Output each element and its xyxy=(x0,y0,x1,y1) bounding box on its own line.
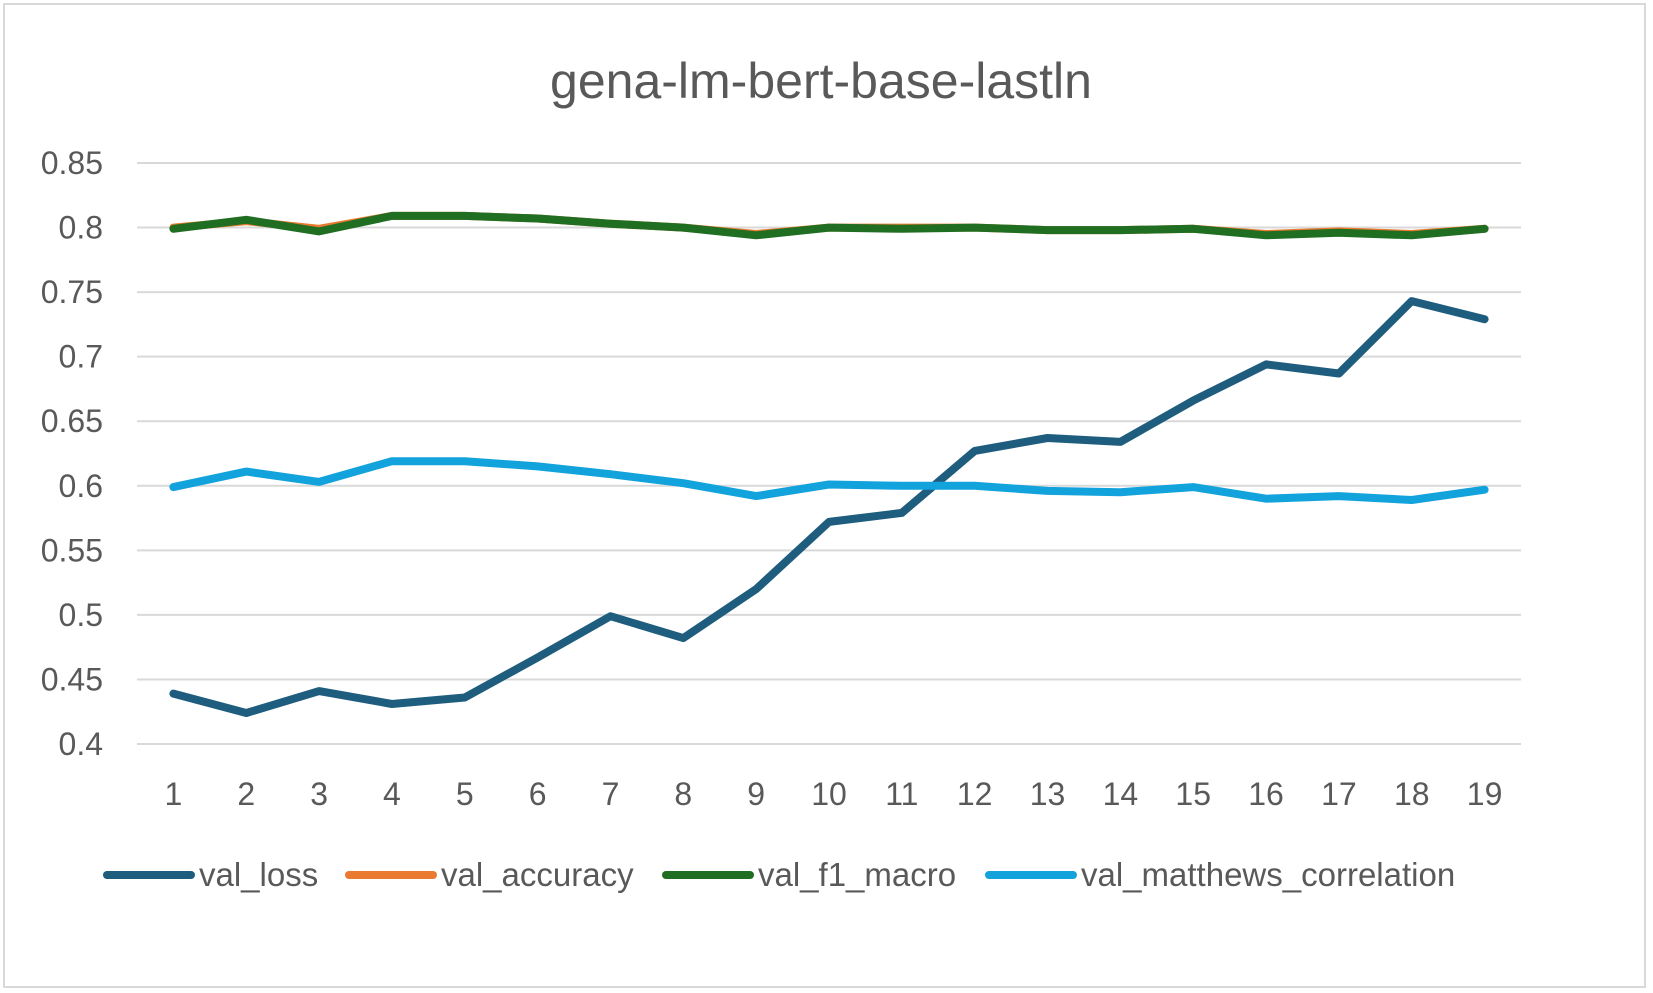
x-tick-label: 16 xyxy=(1248,776,1284,812)
chart-frame: gena-lm-bert-base-lastln 0.4 0.45 0.5 0.55 0… xyxy=(3,3,1646,988)
legend-label: val_f1_macro xyxy=(758,856,956,893)
y-tick-label: 0.7 xyxy=(59,339,103,375)
x-tick-label: 10 xyxy=(811,776,847,812)
y-tick-label: 0.6 xyxy=(59,468,103,504)
y-tick-label: 0.5 xyxy=(59,597,103,633)
series-line xyxy=(169,211,1489,240)
y-tick-label: 0.85 xyxy=(41,145,103,181)
y-tick-label: 0.65 xyxy=(41,403,103,439)
x-tick-label: 11 xyxy=(885,776,918,812)
gridlines xyxy=(137,162,1521,745)
y-tick-label: 0.8 xyxy=(59,210,103,246)
x-tick-label: 13 xyxy=(1030,776,1066,812)
x-tick-label: 6 xyxy=(529,776,547,812)
legend-item-val-accuracy: val_accuracy xyxy=(345,856,634,893)
legend-label: val_loss xyxy=(199,856,318,893)
legend-item-val-loss: val_loss xyxy=(103,856,318,893)
series-lines xyxy=(169,211,1489,717)
x-tick-label: 12 xyxy=(957,776,993,812)
x-tick-label: 15 xyxy=(1175,776,1211,812)
x-tick-label: 5 xyxy=(456,776,474,812)
legend-label: val_accuracy xyxy=(441,856,634,893)
y-tick-label: 0.4 xyxy=(59,726,103,762)
x-tick-label: 14 xyxy=(1103,776,1139,812)
y-tick-label: 0.75 xyxy=(41,274,103,310)
legend-label: val_matthews_correlation xyxy=(1081,856,1455,893)
x-tick-label: 9 xyxy=(747,776,765,812)
legend: val_loss val_accuracy val_f1_macro val_matt… xyxy=(103,856,1455,893)
x-tick-label: 1 xyxy=(165,776,183,812)
series-val-f1-macro xyxy=(169,211,1489,240)
x-tick-label: 3 xyxy=(310,776,328,812)
series-val-loss xyxy=(169,297,1489,717)
x-tick-label: 17 xyxy=(1321,776,1357,812)
chart-title: gena-lm-bert-base-lastln xyxy=(550,53,1092,109)
y-tick-label: 0.45 xyxy=(41,661,103,697)
y-axis-tick-labels: 0.4 0.45 0.5 0.55 0.6 0.65 0.7 0.75 0.8 0.85 xyxy=(41,145,103,762)
series-val-matthews-correlation xyxy=(169,457,1489,504)
series-line xyxy=(169,297,1489,717)
x-tick-label: 2 xyxy=(237,776,255,812)
x-tick-label: 8 xyxy=(674,776,692,812)
line-chart: gena-lm-bert-base-lastln 0.40.450.50.550… xyxy=(41,53,1521,893)
x-tick-label: 4 xyxy=(383,776,401,812)
x-tick-label: 19 xyxy=(1467,776,1503,812)
y-tick-label: 0.55 xyxy=(41,532,103,568)
x-axis-tick-labels: 1 2 3 4 5 6 7 8 9 10 11 12 13 14 15 16 17 18 19 xyxy=(165,776,1503,812)
x-tick-label: 18 xyxy=(1394,776,1430,812)
legend-item-val-f1-macro: val_f1_macro xyxy=(662,856,956,893)
series-line xyxy=(169,457,1489,504)
legend-item-val-matthews-correlation: val_matthews_correlation xyxy=(985,856,1455,893)
x-tick-label: 7 xyxy=(602,776,620,812)
